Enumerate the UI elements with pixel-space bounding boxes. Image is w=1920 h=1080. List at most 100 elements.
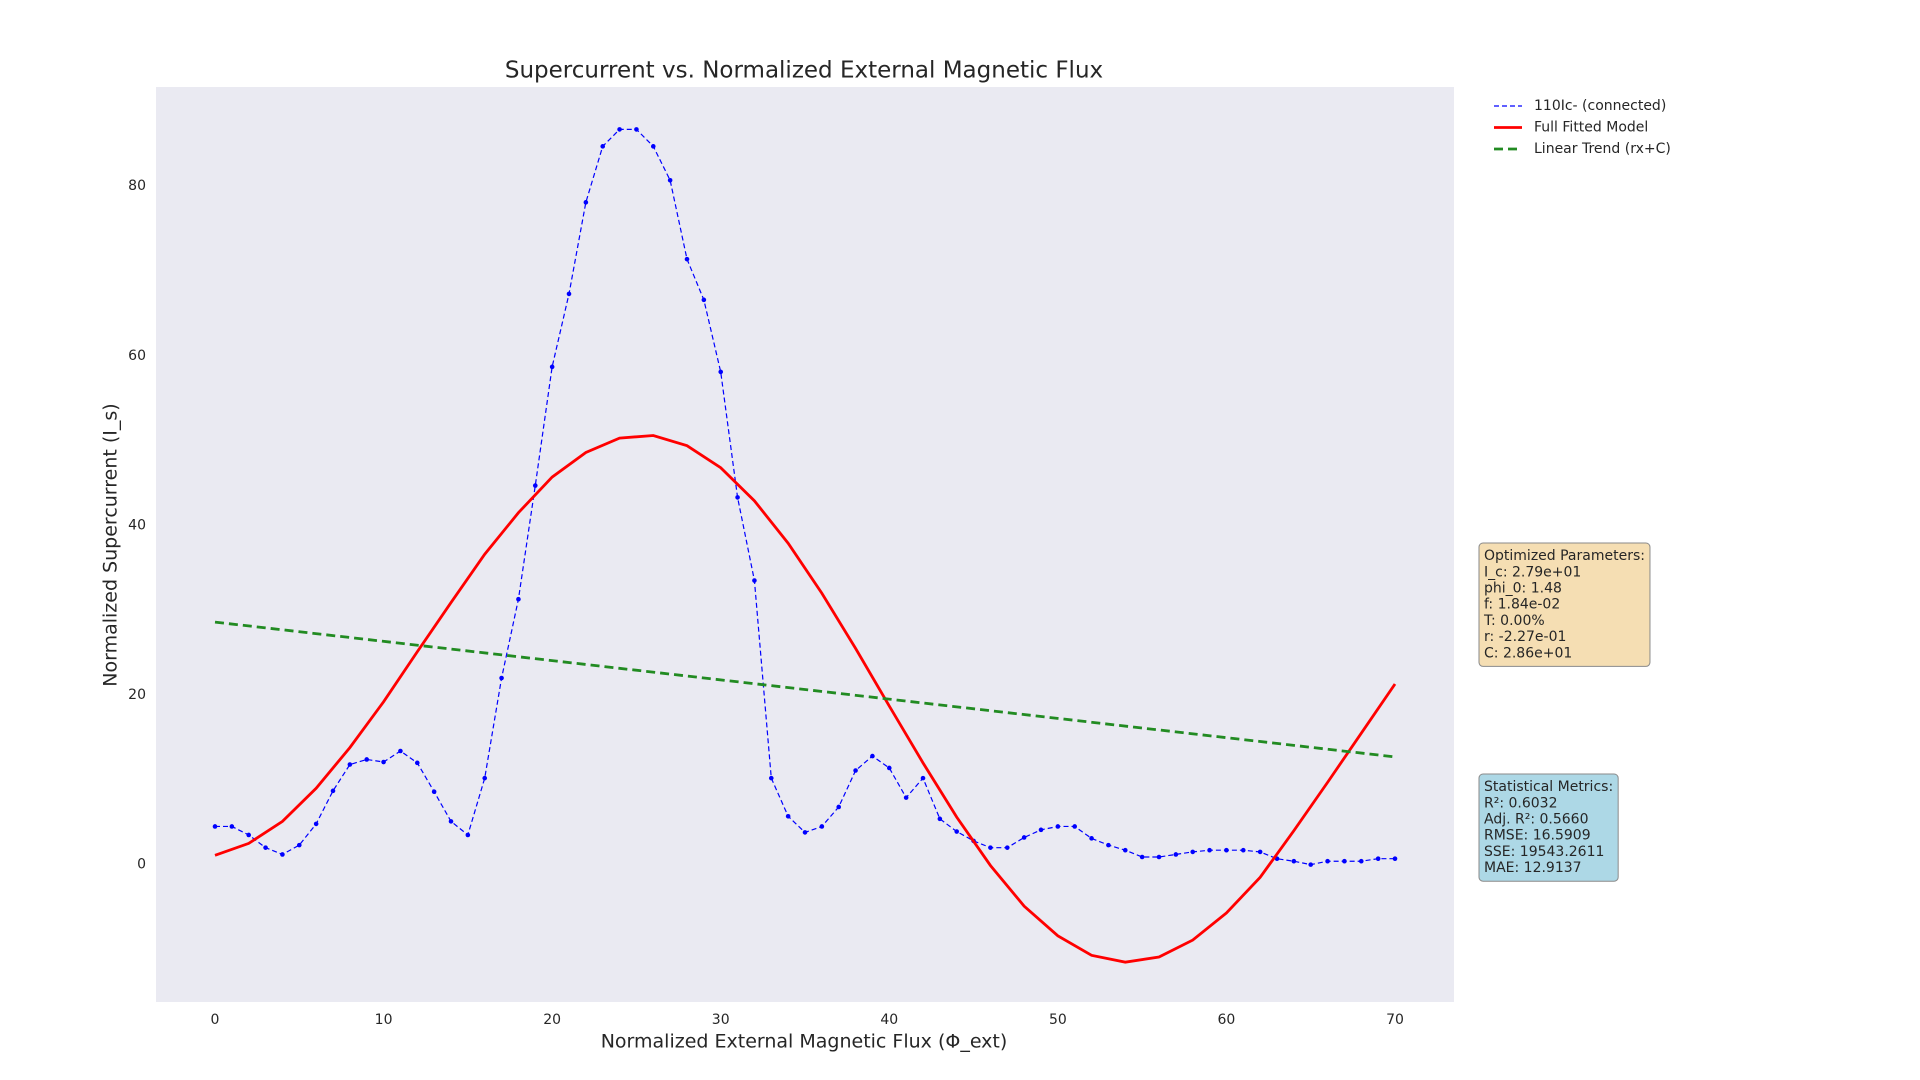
x-tick-label: 50 (1049, 1012, 1067, 1028)
data-point (600, 144, 606, 149)
data-point (684, 256, 690, 262)
chart-title: Supercurrent vs. Normalized External Mag… (505, 58, 1103, 84)
x-tick-label: 70 (1386, 1012, 1404, 1028)
data-point (819, 824, 825, 829)
x-tick-label: 40 (880, 1012, 898, 1028)
data-point (1089, 836, 1094, 841)
data-point (583, 200, 589, 205)
data-point (853, 768, 858, 773)
data-point (1106, 842, 1111, 848)
data-point (1207, 847, 1212, 853)
data-point (836, 804, 842, 810)
data-point (398, 748, 403, 754)
x-tick-label: 10 (375, 1012, 393, 1028)
data-point (1257, 849, 1263, 855)
annotation-background (1478, 542, 1651, 667)
data-point (1325, 858, 1330, 864)
data-point (1038, 827, 1044, 833)
data-point (465, 832, 471, 838)
data-point (549, 364, 555, 370)
data-point (1392, 856, 1398, 861)
plot-area (156, 87, 1454, 1002)
data-point (246, 832, 252, 838)
data-point (1358, 858, 1364, 864)
data-point (1139, 854, 1145, 860)
legend-label: Linear Trend (rx+C) (1534, 141, 1671, 157)
annotation-line: T: 0.00% (1483, 613, 1545, 629)
x-tick-label: 20 (543, 1012, 561, 1028)
data-point (330, 788, 336, 794)
data-point (802, 830, 808, 835)
y-tick-label: 80 (128, 178, 146, 194)
annotation-background (1478, 773, 1619, 882)
data-point (381, 759, 386, 765)
series-line (214, 434, 1397, 964)
data-point (364, 757, 370, 762)
x-tick-label: 0 (211, 1012, 220, 1028)
data-point (414, 760, 420, 766)
data-point (920, 775, 926, 781)
data-point (1173, 852, 1179, 857)
data-point (1291, 858, 1297, 864)
y-tick-label: 60 (128, 348, 146, 364)
data-point (650, 144, 656, 149)
annotation-line: MAE: 12.9137 (1484, 860, 1582, 876)
y-tick-label: 20 (128, 687, 146, 703)
annotation-box: Optimized Parameters:I_c: 2.79e+01phi_0:… (1478, 542, 1651, 667)
data-point (1122, 847, 1128, 853)
data-point (313, 821, 319, 827)
data-point (212, 824, 218, 829)
data-point (1342, 858, 1347, 864)
data-point (954, 829, 960, 834)
data-point (617, 127, 622, 132)
legend-label: 110Ic- (connected) (1534, 98, 1666, 114)
y-tick-label: 40 (128, 517, 146, 533)
y-axis-label: Normalized Supercurrent (I_s) (100, 403, 122, 686)
data-point (1021, 835, 1027, 840)
annotation-line: r: -2.27e-01 (1484, 629, 1566, 645)
x-tick-label: 60 (1218, 1012, 1236, 1028)
data-point (263, 845, 268, 850)
data-point (667, 177, 673, 183)
data-point (1308, 862, 1314, 867)
y-tick-label: 0 (137, 857, 146, 873)
data-point (718, 369, 724, 375)
data-point (532, 483, 538, 488)
data-point (1156, 854, 1162, 860)
annotation-line: I_c: 2.79e+01 (1484, 564, 1581, 580)
data-point (701, 297, 707, 303)
data-point (566, 291, 572, 297)
data-point (1072, 824, 1078, 829)
data-point (768, 775, 774, 781)
data-point (1375, 856, 1381, 861)
data-point (785, 813, 791, 819)
legend-label: Full Fitted Model (1534, 120, 1648, 136)
annotation-line: phi_0: 1.48 (1484, 581, 1562, 597)
data-point (1055, 824, 1061, 829)
x-tick-label: 30 (712, 1012, 730, 1028)
data-point (937, 816, 943, 822)
data-point (448, 819, 454, 824)
annotation-line: R²: 0.6032 (1484, 795, 1558, 811)
data-point (516, 596, 521, 602)
data-point (482, 775, 488, 781)
data-point (1240, 847, 1246, 853)
x-axis-label: Normalized External Magnetic Flux (Φ_ext… (601, 1031, 1008, 1053)
data-point (431, 789, 437, 794)
annotation-line: C: 2.86e+01 (1484, 645, 1572, 661)
data-point (903, 795, 909, 800)
annotation-title: Optimized Parameters: (1484, 548, 1645, 564)
data-point (229, 824, 235, 829)
data-point (870, 753, 875, 759)
annotation-line: RMSE: 16.5909 (1484, 828, 1591, 844)
data-point (296, 842, 302, 848)
data-point (499, 675, 504, 681)
data-point (634, 127, 639, 132)
annotation-line: SSE: 19543.2611 (1484, 844, 1604, 860)
annotation-line: Adj. R²: 0.5660 (1484, 812, 1589, 828)
data-point (1190, 849, 1196, 855)
annotation-title: Statistical Metrics: (1484, 779, 1613, 795)
data-point (1224, 847, 1229, 853)
